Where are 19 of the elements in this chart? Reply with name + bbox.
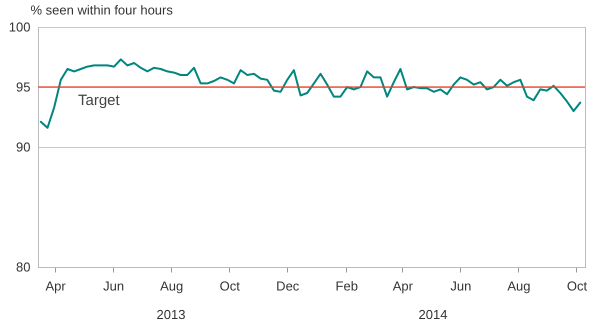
- x-tick-label: Feb: [336, 278, 358, 294]
- x-tick-label: Jun: [450, 278, 472, 294]
- y-tick-label: 80: [16, 260, 30, 274]
- x-tick-label: Jun: [103, 278, 124, 294]
- x-tick-label: Aug: [160, 278, 184, 294]
- x-tick-label: Apr: [46, 278, 66, 294]
- text: 2014: [418, 307, 448, 322]
- x-tick-label: Dec: [276, 278, 300, 294]
- x-tick-label: Aug: [507, 278, 530, 294]
- x-tick-label: Oct: [566, 278, 588, 294]
- y-tick-label: 100: [8, 20, 30, 34]
- x-tick-label: Apr: [392, 278, 414, 294]
- y-tick-label: 95: [16, 80, 30, 94]
- x-tick-label: Oct: [220, 278, 240, 294]
- ref-line-label: Target: [78, 92, 121, 109]
- line-series: [40, 58, 582, 129]
- y-axis-title: % seen within four hours: [30, 2, 174, 18]
- text: 2013: [156, 307, 186, 322]
- y-tick-label: 90: [16, 140, 30, 154]
